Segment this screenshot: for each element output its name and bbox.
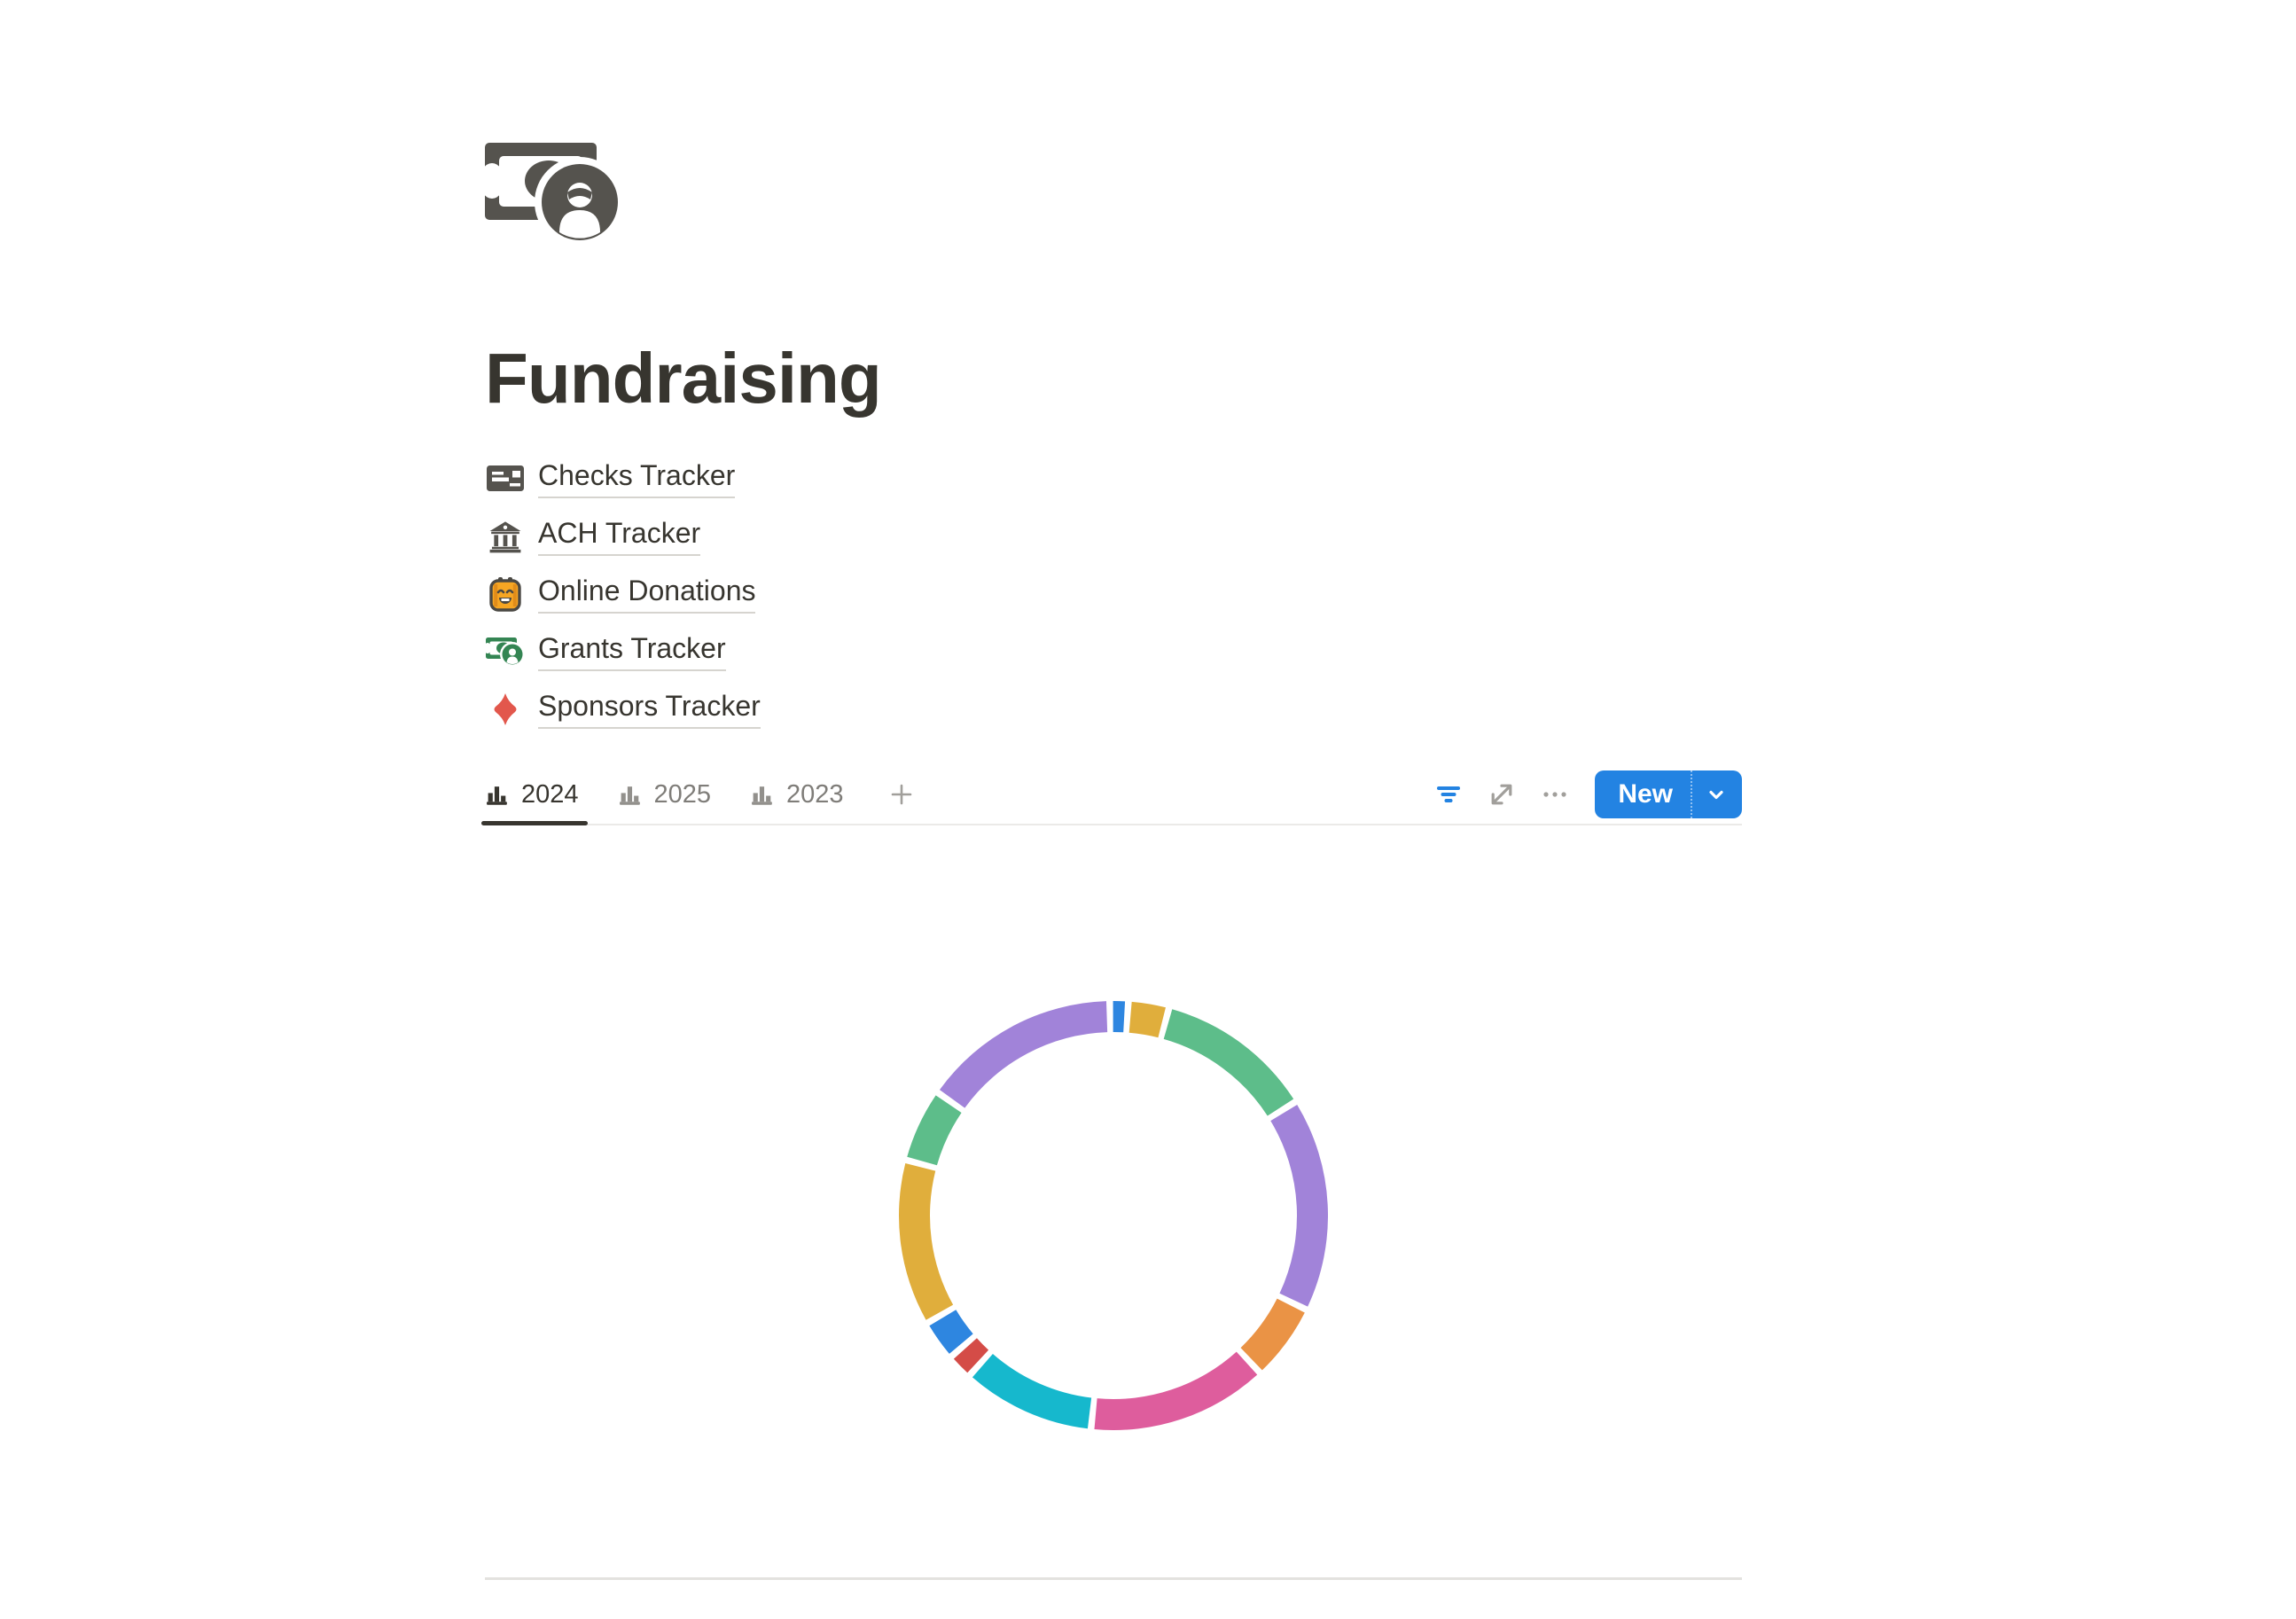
add-view-button[interactable] — [883, 776, 920, 813]
page-icon[interactable] — [480, 143, 627, 247]
page-title: Fundraising — [485, 339, 882, 418]
new-button-label[interactable]: New — [1618, 779, 1673, 809]
filter-lines-icon — [1437, 786, 1461, 802]
bar-chart-icon — [619, 786, 640, 805]
tab-2025[interactable]: 2025 — [618, 765, 712, 824]
donut-segment-segment-4[interactable] — [1270, 1105, 1328, 1307]
tab-label: 2024 — [521, 779, 579, 809]
view-tabs: 2024 2025 2023 — [481, 765, 920, 825]
bar-chart-icon — [752, 786, 772, 805]
tab-2023[interactable]: 2023 — [750, 765, 844, 824]
link-label: ACH Tracker — [538, 516, 701, 556]
donut-segment-segment-6[interactable] — [1094, 1351, 1258, 1430]
donut-segment-segment-7[interactable] — [972, 1353, 1092, 1429]
donut-segment-segment-1[interactable] — [1113, 1001, 1126, 1033]
cheque-card-icon — [485, 465, 526, 491]
view-controls: New — [1416, 770, 1742, 818]
tab-label: 2023 — [786, 779, 844, 809]
view-tabbar: 2024 2025 2023 — [481, 765, 1742, 825]
expand-diagonal-icon — [1491, 784, 1512, 805]
donut-segment-segment-8[interactable] — [953, 1338, 989, 1373]
expand-button[interactable] — [1481, 774, 1522, 815]
link-ach-tracker[interactable]: ACH Tracker — [485, 507, 1742, 565]
banknote-portrait-icon — [480, 143, 625, 247]
bank-building-icon — [485, 520, 526, 553]
link-label: Checks Tracker — [538, 458, 736, 498]
link-online-donations[interactable]: Online Donations — [485, 565, 1742, 622]
donut-segment-segment-5[interactable] — [1240, 1298, 1305, 1371]
new-button-dropdown[interactable] — [1692, 770, 1742, 818]
page-links: Checks Tracker ACH Tracker — [485, 450, 1742, 738]
donut-segment-segment-10[interactable] — [899, 1163, 954, 1320]
robot-face-icon — [485, 576, 526, 612]
plus-icon — [891, 784, 911, 805]
tab-2024[interactable]: 2024 — [481, 765, 587, 825]
donut-segment-segment-9[interactable] — [929, 1310, 973, 1354]
filter-button[interactable] — [1428, 774, 1469, 815]
link-checks-tracker[interactable]: Checks Tracker — [485, 450, 1742, 507]
divider — [485, 1577, 1742, 1580]
red-diamond-icon — [485, 692, 526, 727]
more-button[interactable] — [1535, 774, 1575, 815]
donut-chart — [485, 825, 1742, 1577]
donut-segment-segment-2[interactable] — [1128, 1001, 1166, 1038]
link-grants-tracker[interactable]: Grants Tracker — [485, 622, 1742, 680]
new-button-divider — [1691, 770, 1692, 818]
page-content: Fundraising Checks Tracker — [480, 0, 1742, 1580]
link-label: Sponsors Tracker — [538, 689, 761, 729]
tab-label: 2025 — [653, 779, 712, 809]
green-banknote-icon — [485, 637, 526, 666]
bar-chart-icon — [487, 786, 507, 805]
donut-chart-svg — [899, 1001, 1328, 1430]
link-label: Grants Tracker — [538, 631, 726, 671]
ellipsis-icon — [1543, 792, 1566, 797]
donut-segment-segment-11[interactable] — [907, 1095, 962, 1166]
donut-segment-segment-12[interactable] — [939, 1001, 1108, 1108]
link-label: Online Donations — [538, 574, 756, 614]
donut-segment-segment-3[interactable] — [1163, 1009, 1294, 1116]
new-button[interactable]: New — [1595, 770, 1742, 818]
link-sponsors-tracker[interactable]: Sponsors Tracker — [485, 680, 1742, 738]
chevron-down-icon — [1709, 790, 1723, 800]
